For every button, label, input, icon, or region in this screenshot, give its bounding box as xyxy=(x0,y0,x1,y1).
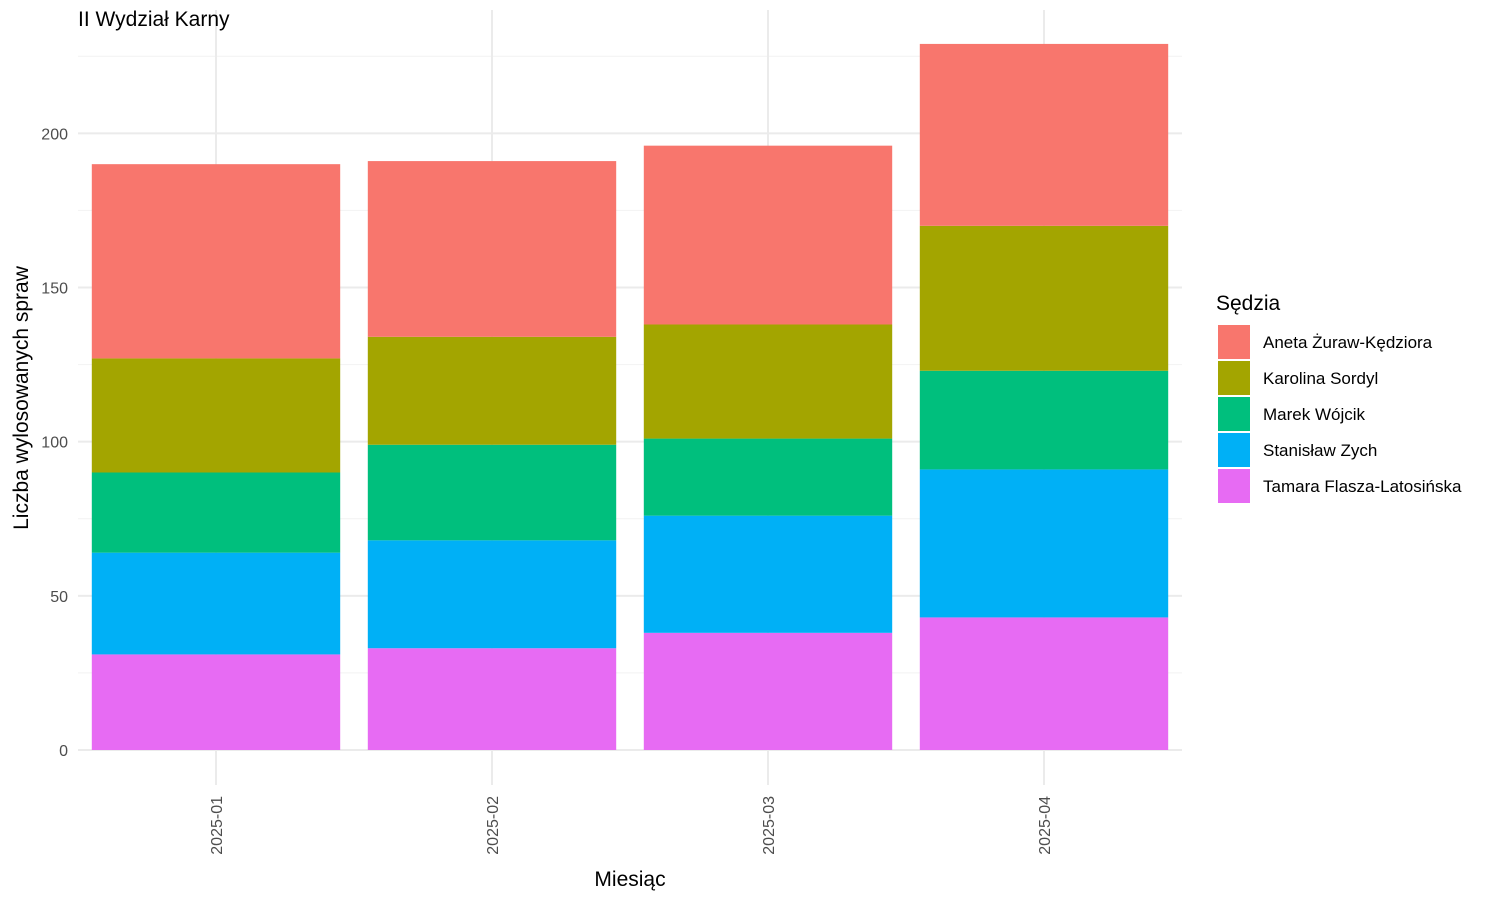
legend-label: Karolina Sordyl xyxy=(1263,369,1378,388)
bar-segment xyxy=(367,444,617,541)
y-tick-label: 150 xyxy=(41,281,68,298)
y-tick-label: 50 xyxy=(50,589,68,606)
bar-layer xyxy=(91,43,1169,750)
bar-segment xyxy=(91,552,341,655)
legend-title: Sędzia xyxy=(1216,292,1281,315)
bar-segment xyxy=(919,225,1169,371)
bar-segment xyxy=(367,540,617,649)
x-axis-title: Miesiąc xyxy=(594,868,665,891)
x-tick-label: 2025-02 xyxy=(485,796,502,855)
bar-segment xyxy=(91,472,341,553)
bar-segment xyxy=(643,515,893,633)
legend-label: Stanisław Zych xyxy=(1263,441,1377,460)
chart-title: II Wydział Karny xyxy=(78,8,230,31)
bar-segment xyxy=(367,161,617,337)
legend-label: Marek Wójcik xyxy=(1263,405,1366,424)
axis-layer: 0 50 100 150 200 2025-01 2025-02 2025-03 2025-04 xyxy=(41,126,1054,854)
bar-segment xyxy=(91,164,341,359)
legend-key xyxy=(1218,325,1250,359)
y-tick-label: 0 xyxy=(59,743,68,760)
bar-segment xyxy=(919,43,1169,226)
bar-segment xyxy=(919,370,1169,470)
bar-segment xyxy=(367,336,617,445)
legend: Sędzia Aneta Żuraw-Kędziora Karolina Sord… xyxy=(1216,292,1462,503)
y-tick-label: 100 xyxy=(41,435,68,452)
bar-segment xyxy=(643,145,893,325)
bar-segment xyxy=(919,469,1169,618)
bar-segment xyxy=(643,324,893,439)
legend-label: Aneta Żuraw-Kędziora xyxy=(1263,333,1433,352)
bar-segment xyxy=(919,617,1169,750)
x-tick-label: 2025-04 xyxy=(1037,796,1054,855)
legend-key xyxy=(1218,397,1250,431)
bar-segment xyxy=(643,632,893,750)
y-tick-label: 200 xyxy=(41,126,68,143)
legend-key xyxy=(1218,469,1250,503)
bar-segment xyxy=(91,654,341,750)
legend-key xyxy=(1218,361,1250,395)
x-tick-label: 2025-01 xyxy=(209,796,226,855)
bar-segment xyxy=(367,648,617,750)
legend-label: Tamara Flasza-Latosińska xyxy=(1263,477,1462,496)
bar-segment xyxy=(91,358,341,473)
legend-key xyxy=(1218,433,1250,467)
x-tick-label: 2025-03 xyxy=(761,796,778,855)
bar-segment xyxy=(643,438,893,516)
y-axis-title: Liczba wylosowanych spraw xyxy=(10,265,33,530)
